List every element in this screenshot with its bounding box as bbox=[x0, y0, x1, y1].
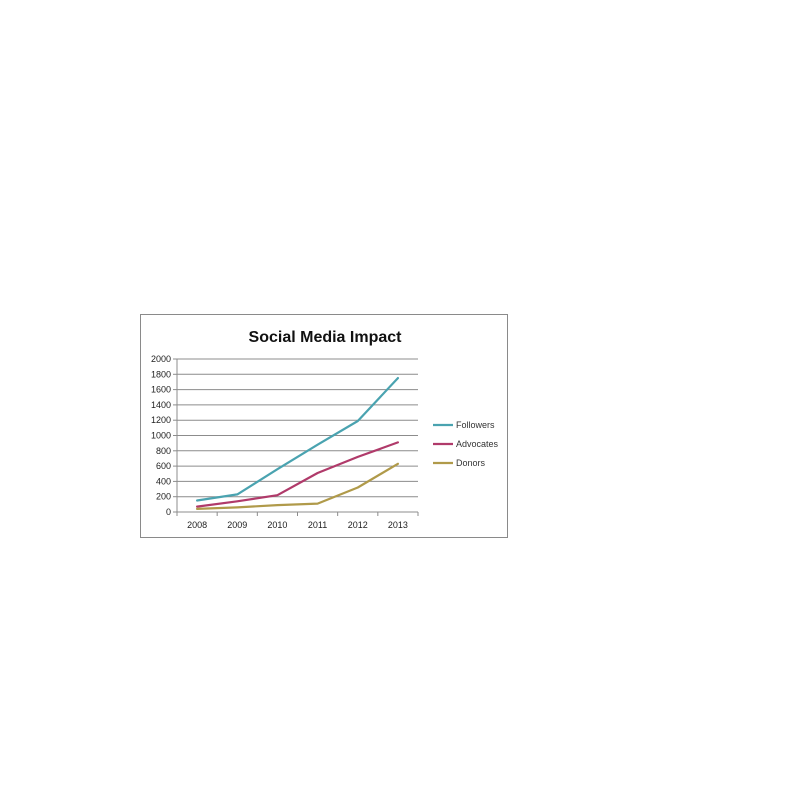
y-tick-label: 2000 bbox=[151, 354, 171, 364]
x-tick-label: 2010 bbox=[267, 520, 287, 530]
x-tick-label: 2011 bbox=[308, 520, 327, 530]
series-line-donors bbox=[195, 462, 399, 510]
chart-title: Social Media Impact bbox=[249, 329, 403, 346]
series-lines bbox=[195, 376, 399, 510]
y-tick-label: 0 bbox=[166, 507, 171, 517]
y-tick-label: 800 bbox=[156, 446, 171, 456]
series-line-advocates bbox=[195, 441, 399, 508]
y-tick-label: 200 bbox=[156, 492, 171, 502]
legend-label-donors: Donors bbox=[456, 458, 486, 468]
y-tick-label: 1400 bbox=[151, 400, 171, 410]
y-tick-label: 400 bbox=[156, 476, 171, 486]
x-tick-labels: 2008 2009 2010 2011 2012 2013 bbox=[187, 520, 408, 530]
legend: Followers Advocates Donors bbox=[433, 420, 499, 468]
x-tick-label: 2008 bbox=[187, 520, 207, 530]
x-tick-label: 2013 bbox=[388, 520, 408, 530]
y-tick-label: 1800 bbox=[151, 369, 171, 379]
y-tick-label: 1000 bbox=[151, 431, 171, 441]
gridlines bbox=[177, 358, 418, 498]
line-chart: Social Media Impact 0 200 400 600 800 1000 120… bbox=[151, 329, 499, 530]
x-tick-label: 2009 bbox=[227, 520, 247, 530]
y-tick-label: 1200 bbox=[151, 415, 171, 425]
y-tick-label: 600 bbox=[156, 461, 171, 471]
y-tick-label: 1600 bbox=[151, 385, 171, 395]
axes bbox=[173, 358, 419, 516]
series-line-followers bbox=[195, 376, 399, 502]
y-tick-labels: 0 200 400 600 800 1000 1200 1400 1600 1800 2000 bbox=[151, 354, 171, 517]
chart-frame: Social Media Impact 0 200 400 600 800 1000 120… bbox=[140, 314, 508, 538]
legend-label-advocates: Advocates bbox=[456, 439, 499, 449]
x-tick-label: 2012 bbox=[348, 520, 368, 530]
legend-label-followers: Followers bbox=[456, 420, 495, 430]
